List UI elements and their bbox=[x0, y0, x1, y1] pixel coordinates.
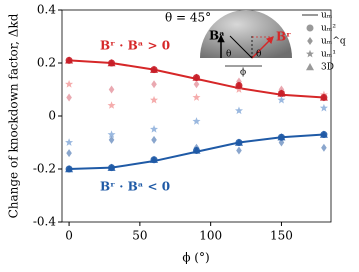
legend-label: uₘ¹ bbox=[321, 50, 336, 60]
marker-star bbox=[192, 117, 201, 125]
marker-triangle bbox=[192, 146, 201, 154]
y-axis-label: Change of knockdown factor, Δkd bbox=[7, 13, 21, 218]
marker-star bbox=[107, 101, 116, 109]
marker-triangle bbox=[107, 59, 116, 67]
legend-label: uₘ^q bbox=[321, 37, 346, 47]
legend-label: 3D bbox=[321, 63, 334, 73]
y-tick-label: 0 bbox=[48, 109, 56, 123]
marker-triangle bbox=[107, 163, 116, 171]
hemisphere bbox=[200, 10, 292, 58]
marker-triangle bbox=[150, 65, 159, 73]
marker-star bbox=[65, 80, 74, 88]
marker-diamond bbox=[151, 135, 157, 144]
marker-star bbox=[150, 95, 159, 104]
marker-triangle bbox=[306, 63, 314, 71]
legend-label: uₘ bbox=[321, 11, 333, 21]
x-tick-label: 100 bbox=[199, 229, 222, 243]
marker-diamond bbox=[66, 149, 72, 158]
ba-label: Bᵃ bbox=[209, 29, 225, 43]
marker-triangle bbox=[319, 130, 328, 138]
marker-star bbox=[306, 49, 314, 58]
marker-triangle bbox=[65, 165, 74, 173]
marker-star bbox=[107, 130, 116, 138]
x-axis-label: ϕ (°) bbox=[182, 251, 209, 265]
marker-star bbox=[65, 138, 74, 146]
marker-diamond bbox=[108, 135, 115, 144]
theta-label: θ = 45° bbox=[165, 11, 211, 25]
marker-diamond bbox=[66, 93, 72, 102]
marker-triangle bbox=[277, 133, 286, 141]
y-tick-label: -0.4 bbox=[33, 215, 57, 229]
marker-circle bbox=[306, 24, 314, 32]
marker-diamond bbox=[321, 143, 327, 152]
marker-triangle bbox=[234, 81, 243, 89]
y-tick-label: 0.4 bbox=[37, 3, 56, 17]
marker-star bbox=[234, 85, 243, 93]
marker-star bbox=[234, 106, 243, 115]
legend-label: uₘ² bbox=[321, 24, 336, 34]
phi-angle: ϕ bbox=[240, 68, 246, 78]
marker-star bbox=[150, 125, 159, 133]
y-tick-label: -0.2 bbox=[33, 162, 56, 176]
arrow-line bbox=[229, 35, 253, 59]
marker-triangle bbox=[192, 73, 201, 81]
y-tick-label: 0.2 bbox=[37, 56, 56, 70]
marker-diamond bbox=[236, 146, 242, 155]
marker-diamond bbox=[108, 85, 115, 94]
arrow-br bbox=[251, 36, 274, 59]
marker-triangle bbox=[65, 56, 74, 64]
marker-diamond bbox=[307, 37, 313, 45]
marker-triangle bbox=[234, 138, 243, 146]
marker-star bbox=[319, 103, 328, 112]
x-tick-label: 50 bbox=[132, 229, 147, 243]
br-label: Bʳ bbox=[276, 30, 291, 44]
marker-triangle bbox=[150, 155, 159, 163]
marker-star bbox=[277, 95, 286, 104]
marker-triangle bbox=[319, 93, 328, 101]
theta-angle: θ bbox=[226, 50, 231, 60]
inset bbox=[200, 10, 292, 67]
marker-star bbox=[192, 93, 201, 101]
x-tick-label: 150 bbox=[270, 229, 293, 243]
x-tick-label: 0 bbox=[65, 229, 73, 243]
marker-diamond bbox=[151, 80, 157, 89]
positive-label: Bʳ · Bᵃ > 0 bbox=[100, 39, 170, 53]
marker-triangle bbox=[277, 89, 286, 97]
marker-diamond bbox=[193, 80, 200, 89]
negative-label: Bʳ · Bᵃ < 0 bbox=[100, 180, 170, 194]
marker-diamond bbox=[278, 138, 285, 147]
theta-angle: θ bbox=[256, 50, 261, 60]
